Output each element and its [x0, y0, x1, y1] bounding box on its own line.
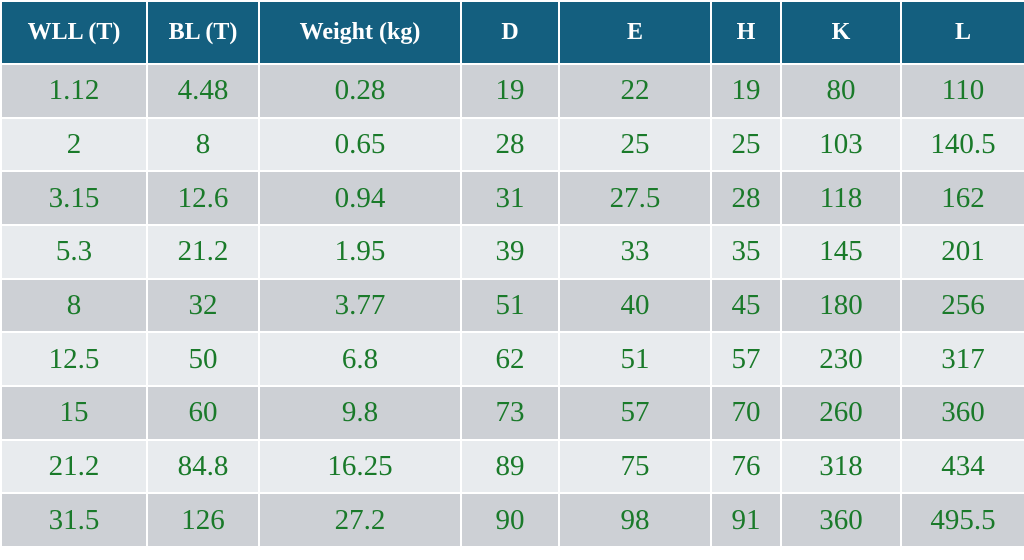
- table-row: 12.5 50 6.8 62 51 57 230 317: [0, 331, 1024, 387]
- header-h: H: [710, 0, 782, 65]
- cell-weight: 6.8: [258, 331, 462, 387]
- cell-k: 80: [780, 63, 902, 119]
- cell-k: 118: [780, 170, 902, 226]
- cell-l: 110: [900, 63, 1024, 119]
- cell-weight: 0.94: [258, 170, 462, 226]
- header-row: WLL (T) BL (T) Weight (kg) D E H K L: [0, 0, 1024, 65]
- cell-wll: 12.5: [0, 331, 148, 387]
- header-l: L: [900, 0, 1024, 65]
- cell-k: 360: [780, 492, 902, 548]
- table-row: 21.2 84.8 16.25 89 75 76 318 434: [0, 438, 1024, 495]
- cell-h: 57: [710, 331, 782, 387]
- cell-bl: 21.2: [146, 223, 260, 280]
- cell-weight: 1.95: [258, 223, 462, 280]
- cell-k: 103: [780, 116, 902, 173]
- cell-d: 28: [460, 116, 560, 173]
- cell-wll: 5.3: [0, 223, 148, 280]
- cell-l: 140.5: [900, 116, 1024, 173]
- table-header: WLL (T) BL (T) Weight (kg) D E H K L: [0, 0, 1024, 65]
- table-row: 8 32 3.77 51 40 45 180 256: [0, 277, 1024, 334]
- table-body: 1.12 4.48 0.28 19 22 19 80 110 2 8 0.65 28 25 25 103 14…: [0, 63, 1024, 548]
- cell-d: 73: [460, 384, 560, 441]
- cell-d: 39: [460, 223, 560, 280]
- header-e: E: [558, 0, 712, 65]
- cell-d: 19: [460, 63, 560, 119]
- cell-e: 98: [558, 492, 712, 548]
- cell-d: 90: [460, 492, 560, 548]
- cell-e: 75: [558, 438, 712, 495]
- cell-wll: 2: [0, 116, 148, 173]
- cell-wll: 8: [0, 277, 148, 334]
- cell-d: 89: [460, 438, 560, 495]
- header-k: K: [780, 0, 902, 65]
- spec-table: WLL (T) BL (T) Weight (kg) D E H K L 1.1…: [0, 0, 1024, 548]
- cell-weight: 16.25: [258, 438, 462, 495]
- cell-wll: 1.12: [0, 63, 148, 119]
- cell-e: 33: [558, 223, 712, 280]
- cell-d: 51: [460, 277, 560, 334]
- cell-bl: 8: [146, 116, 260, 173]
- cell-bl: 60: [146, 384, 260, 441]
- header-weight: Weight (kg): [258, 0, 462, 65]
- cell-bl: 12.6: [146, 170, 260, 226]
- table-row: 5.3 21.2 1.95 39 33 35 145 201: [0, 223, 1024, 280]
- cell-l: 495.5: [900, 492, 1024, 548]
- cell-weight: 3.77: [258, 277, 462, 334]
- cell-weight: 9.8: [258, 384, 462, 441]
- cell-e: 27.5: [558, 170, 712, 226]
- cell-h: 91: [710, 492, 782, 548]
- table-row: 3.15 12.6 0.94 31 27.5 28 118 162: [0, 170, 1024, 226]
- cell-e: 40: [558, 277, 712, 334]
- cell-k: 318: [780, 438, 902, 495]
- cell-h: 19: [710, 63, 782, 119]
- cell-l: 162: [900, 170, 1024, 226]
- cell-l: 317: [900, 331, 1024, 387]
- header-wll: WLL (T): [0, 0, 148, 65]
- cell-weight: 0.65: [258, 116, 462, 173]
- cell-k: 180: [780, 277, 902, 334]
- cell-weight: 27.2: [258, 492, 462, 548]
- cell-k: 260: [780, 384, 902, 441]
- cell-wll: 31.5: [0, 492, 148, 548]
- cell-bl: 126: [146, 492, 260, 548]
- cell-k: 230: [780, 331, 902, 387]
- cell-h: 25: [710, 116, 782, 173]
- cell-d: 31: [460, 170, 560, 226]
- cell-h: 28: [710, 170, 782, 226]
- cell-e: 22: [558, 63, 712, 119]
- cell-l: 201: [900, 223, 1024, 280]
- cell-l: 360: [900, 384, 1024, 441]
- cell-weight: 0.28: [258, 63, 462, 119]
- cell-bl: 84.8: [146, 438, 260, 495]
- table-row: 1.12 4.48 0.28 19 22 19 80 110: [0, 63, 1024, 119]
- cell-h: 70: [710, 384, 782, 441]
- cell-e: 51: [558, 331, 712, 387]
- cell-wll: 21.2: [0, 438, 148, 495]
- header-bl: BL (T): [146, 0, 260, 65]
- header-d: D: [460, 0, 560, 65]
- cell-k: 145: [780, 223, 902, 280]
- cell-h: 45: [710, 277, 782, 334]
- cell-h: 76: [710, 438, 782, 495]
- cell-bl: 32: [146, 277, 260, 334]
- cell-l: 256: [900, 277, 1024, 334]
- cell-bl: 50: [146, 331, 260, 387]
- table-row: 31.5 126 27.2 90 98 91 360 495.5: [0, 492, 1024, 548]
- table-row: 2 8 0.65 28 25 25 103 140.5: [0, 116, 1024, 173]
- cell-d: 62: [460, 331, 560, 387]
- cell-wll: 15: [0, 384, 148, 441]
- cell-h: 35: [710, 223, 782, 280]
- cell-l: 434: [900, 438, 1024, 495]
- cell-wll: 3.15: [0, 170, 148, 226]
- cell-e: 57: [558, 384, 712, 441]
- cell-e: 25: [558, 116, 712, 173]
- cell-bl: 4.48: [146, 63, 260, 119]
- table-row: 15 60 9.8 73 57 70 260 360: [0, 384, 1024, 441]
